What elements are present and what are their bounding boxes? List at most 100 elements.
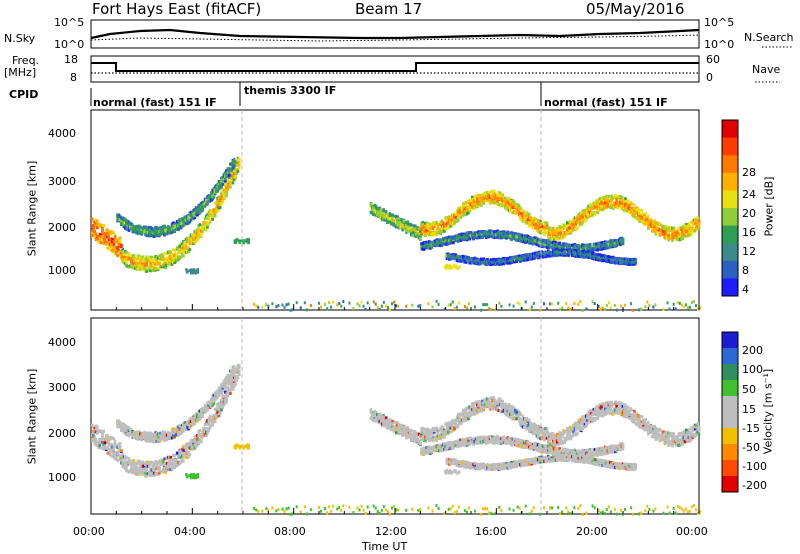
- power-cell: [624, 206, 627, 210]
- power-cell: [348, 301, 351, 305]
- power-cell: [506, 200, 510, 204]
- power-cell: [398, 220, 402, 224]
- power-cell: [596, 210, 599, 214]
- power-cell: [91, 233, 94, 237]
- power-cell: [549, 302, 552, 306]
- cpid-mode-3: normal (fast) 151 IF: [544, 96, 668, 109]
- power-cell: [630, 302, 633, 306]
- power-cell: [213, 212, 217, 216]
- power-cell: [193, 216, 197, 220]
- power-cell: [115, 250, 118, 254]
- power-cell: [444, 227, 447, 231]
- power-cell: [135, 262, 138, 266]
- power-cell: [235, 168, 238, 172]
- power-cell: [491, 198, 494, 202]
- power-cell: [173, 248, 176, 252]
- power-cell: [179, 255, 183, 259]
- power-cell: [232, 162, 236, 166]
- power-cell: [583, 212, 587, 216]
- power-cell: [521, 209, 525, 213]
- power-cell: [525, 210, 529, 214]
- power-cell: [194, 271, 198, 275]
- power-cell: [283, 305, 286, 309]
- power-cell: [692, 227, 696, 231]
- power-cell: [405, 304, 408, 308]
- power-cell: [220, 202, 223, 206]
- power-cell: [525, 221, 529, 225]
- power-cell: [289, 308, 292, 312]
- power-cell: [207, 213, 211, 217]
- power-cell: [562, 226, 565, 230]
- power-cb-tick-24: 24: [742, 188, 756, 201]
- power-cell: [192, 268, 196, 272]
- power-cell: [557, 301, 560, 305]
- power-cell: [496, 199, 499, 203]
- power-cell: [356, 302, 359, 306]
- power-cell: [257, 305, 260, 309]
- power-cell: [479, 203, 483, 207]
- power-cell: [446, 224, 450, 228]
- power-cell: [237, 162, 241, 166]
- power-cell: [595, 242, 598, 246]
- power-cell: [118, 236, 122, 240]
- power-cell: [145, 263, 149, 267]
- power-cell: [459, 215, 463, 219]
- power-cell: [531, 226, 535, 230]
- power-cell: [123, 259, 127, 263]
- power-cell: [453, 265, 457, 269]
- power-cell: [582, 209, 586, 213]
- power-cell: [406, 220, 409, 224]
- power-cell: [320, 305, 323, 309]
- power-cell: [644, 212, 648, 216]
- power-cell: [161, 255, 165, 259]
- power-cell: [573, 301, 576, 305]
- power-cell: [142, 231, 146, 235]
- power-cell: [238, 239, 241, 243]
- power-cell: [392, 219, 396, 223]
- station-title: Fort Hays East (fitACF): [92, 0, 262, 18]
- power-cell: [441, 221, 445, 225]
- power-cell: [384, 210, 388, 214]
- power-cell: [591, 213, 594, 217]
- power-cell: [528, 212, 531, 216]
- power-cell: [382, 209, 385, 213]
- power-cell: [692, 299, 695, 303]
- power-cell: [178, 244, 181, 248]
- nsearch-label: N.Search: [744, 31, 794, 44]
- power-cell: [139, 259, 142, 263]
- power-cell: [435, 299, 438, 303]
- power-cell: [467, 211, 470, 215]
- power-cell: [255, 304, 258, 308]
- power-cell: [498, 301, 501, 305]
- power-cell: [451, 300, 454, 304]
- power-cell: [435, 221, 439, 225]
- power-cell: [101, 228, 104, 232]
- power-cell: [452, 241, 455, 245]
- power-cell: [431, 233, 435, 237]
- power-cell: [207, 223, 211, 227]
- nave-tick-bottom: 0: [706, 71, 713, 84]
- power-cell: [120, 243, 123, 247]
- power-cell: [233, 240, 237, 244]
- power-cell: [236, 169, 240, 173]
- power-cell: [604, 201, 607, 205]
- power-cell: [603, 308, 606, 312]
- power-cell: [682, 305, 685, 309]
- power-cell: [366, 301, 369, 305]
- power-cell: [676, 230, 679, 234]
- power-cell: [140, 230, 143, 234]
- power-cell: [535, 223, 539, 227]
- power-cell: [512, 304, 515, 308]
- velocity-cb-tick-50: 50: [742, 383, 756, 396]
- power-cell: [450, 218, 454, 222]
- power-cell: [447, 266, 451, 270]
- power-cell: [647, 220, 650, 224]
- power-cell: [469, 199, 473, 203]
- power-cell: [411, 303, 414, 307]
- power-cell: [672, 226, 675, 230]
- power-cell: [548, 240, 551, 244]
- nsearch-line: [90, 34, 700, 42]
- power-cell: [694, 304, 697, 308]
- xtick-3: 12:00: [375, 525, 407, 538]
- freq-panel-frame: [90, 55, 700, 83]
